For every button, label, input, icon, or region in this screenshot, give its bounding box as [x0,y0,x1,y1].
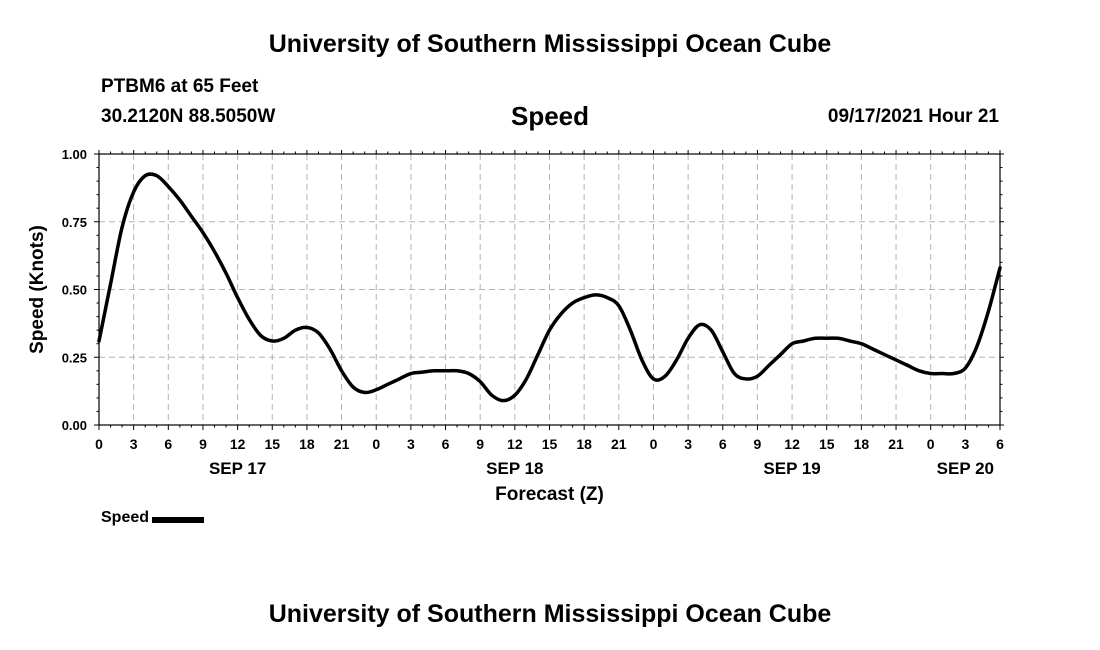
date-label: SEP 18 [486,459,543,478]
y-tick-label: 0.00 [62,418,87,433]
x-tick-label: 9 [754,436,762,452]
x-tick-label: 3 [407,436,415,452]
x-tick-label: 9 [476,436,484,452]
x-tick-label: 18 [299,436,315,452]
series-line-speed [97,172,1002,403]
legend-swatch [152,516,205,523]
x-tick-label: 18 [854,436,870,452]
series-layer [97,172,1002,403]
x-tick-label: 0 [927,436,935,452]
y-tick-label: 0.50 [62,283,87,298]
station-coordinates: 30.2120N 88.5050W [101,106,276,127]
x-tick-label: 6 [442,436,450,452]
date-label: SEP 17 [209,459,266,478]
date-label: SEP 20 [937,459,994,478]
chart-title: University of Southern Mississippi Ocean… [268,30,832,58]
grid [99,154,1000,425]
x-tick-label: 21 [611,436,627,452]
x-tick-label: 21 [334,436,350,452]
x-tick-label: 3 [961,436,969,452]
x-tick-label: 6 [996,436,1004,452]
x-tick-label: 12 [507,436,523,452]
y-tick-label: 1.00 [62,147,87,162]
y-tick-label: 0.25 [62,350,87,365]
x-tick-label: 0 [372,436,380,452]
x-tick-label: 6 [164,436,172,452]
variable-title: Speed [510,101,590,131]
x-tick-label: 21 [888,436,904,452]
x-tick-label: 3 [130,436,138,452]
x-axis-title: Forecast (Z) [495,484,604,505]
forecast-datetime: 09/17/2021 Hour 21 [827,106,999,127]
x-tick-label: 15 [542,436,558,452]
axis-ticks [94,150,1004,430]
date-label: SEP 19 [763,459,820,478]
legend: Speed [101,509,205,527]
y-axis-title: Speed (Knots) [27,225,48,354]
axis-labels: 0 3 6 9 12 15 18 21 0 3 6 9 12 15 18 21 0 3 6 9 12 15 18 21 0 3 6S… [62,147,1004,478]
legend-label: Speed [101,509,150,526]
x-tick-label: 0 [650,436,658,452]
x-tick-label: 12 [784,436,800,452]
station-label: PTBM6 at 65 Feet [101,76,259,97]
x-tick-label: 3 [684,436,692,452]
footer-title: University of Southern Mississippi Ocean… [268,600,832,628]
x-tick-label: 6 [719,436,727,452]
x-tick-label: 15 [264,436,280,452]
x-tick-label: 18 [576,436,592,452]
y-tick-label: 0.75 [62,215,87,230]
x-tick-label: 0 [95,436,103,452]
x-tick-label: 9 [199,436,207,452]
x-tick-label: 12 [230,436,246,452]
x-tick-label: 15 [819,436,835,452]
